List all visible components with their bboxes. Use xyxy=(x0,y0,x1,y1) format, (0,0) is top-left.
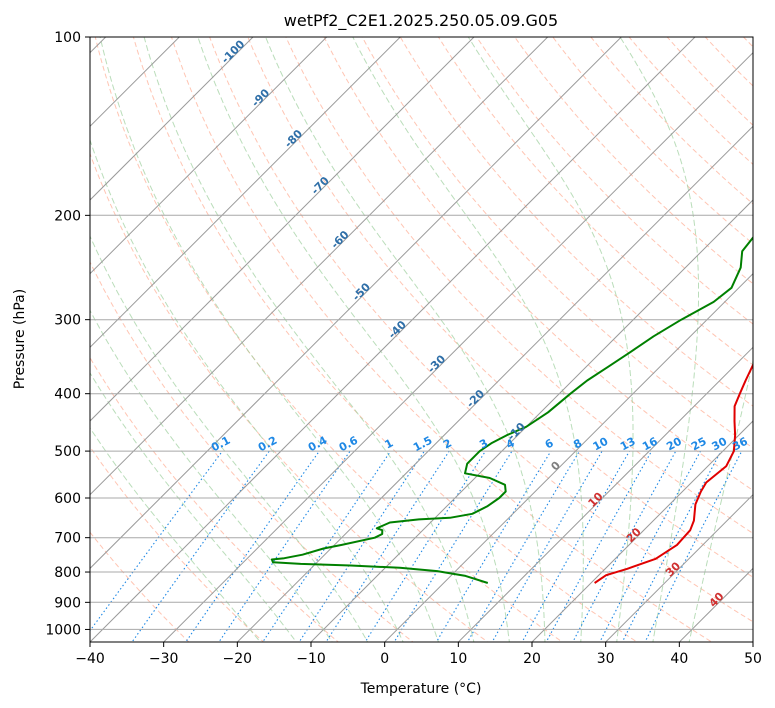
isotherm-line xyxy=(531,420,753,642)
mixing-ratio-label: 36 xyxy=(730,435,750,454)
dry-adiabat-line xyxy=(132,37,638,642)
mixing-ratio-label: 20 xyxy=(664,435,684,454)
dry-adiabat-line xyxy=(170,37,713,642)
isotherm-line xyxy=(90,37,696,642)
x-tick-label: 40 xyxy=(670,651,688,667)
x-tick-label: −10 xyxy=(296,651,326,667)
x-tick-label: −40 xyxy=(75,651,105,667)
dry-adiabat-line xyxy=(437,37,753,366)
x-tick-label: 0 xyxy=(380,651,389,667)
isotherm-line xyxy=(90,37,254,201)
x-tick-label: −20 xyxy=(223,651,253,667)
y-axis-title: Pressure (hPa) xyxy=(12,289,28,389)
dry-adiabat-line xyxy=(90,356,340,642)
isotherm-line xyxy=(457,346,753,642)
x-tick-label: 50 xyxy=(744,651,762,667)
dry-adiabat-line xyxy=(285,37,753,535)
plot-frame xyxy=(89,36,754,643)
isotherm-line xyxy=(604,493,753,642)
isotherm-line xyxy=(162,51,753,642)
isotherm-line xyxy=(310,199,753,642)
y-tick-label: 100 xyxy=(54,30,81,46)
chart-title: wetPf2_C2E1.2025.250.05.09.G05 xyxy=(284,11,558,31)
dry-adiabat-line xyxy=(90,446,265,642)
dry-adiabat-line xyxy=(399,37,753,407)
y-tick-label: 200 xyxy=(54,208,81,224)
dry-adiabat-line xyxy=(209,37,753,623)
dry-adiabat-line xyxy=(247,37,753,578)
isotherm-line xyxy=(236,125,753,642)
isotherm-line xyxy=(90,37,328,275)
mixing-ratio-label: 16 xyxy=(640,435,660,454)
mixing-ratio-label: 25 xyxy=(689,435,709,454)
y-tick-label: 700 xyxy=(54,531,81,547)
y-tick-label: 400 xyxy=(54,387,81,403)
dewpoint-profile-line xyxy=(270,236,753,584)
y-tick-label: 600 xyxy=(54,491,81,507)
x-tick-label: −30 xyxy=(149,651,179,667)
mixing-ratio-label: 30 xyxy=(710,435,730,454)
x-tick-label: 10 xyxy=(449,651,467,667)
y-tick-label: 1000 xyxy=(45,622,81,638)
y-tick-label: 300 xyxy=(54,313,81,329)
dry-adiabat-line xyxy=(90,260,414,642)
x-tick-label: 30 xyxy=(597,651,615,667)
y-tick-label: 800 xyxy=(54,565,81,581)
dry-adiabat-line xyxy=(323,37,753,491)
dry-adiabat-line xyxy=(94,37,564,642)
mixing-ratio-label: 10 xyxy=(591,435,611,454)
y-tick-label: 500 xyxy=(54,444,81,460)
isotherm-line xyxy=(383,272,753,642)
dry-adiabat-line xyxy=(90,531,190,642)
isotherm-line xyxy=(90,37,402,349)
isotherm-line xyxy=(90,37,623,570)
isotherm-line xyxy=(90,37,549,496)
isotherm-line xyxy=(90,37,475,422)
mixing-ratio-label: 13 xyxy=(618,435,638,454)
y-tick-label: 900 xyxy=(54,595,81,611)
x-axis-title: Temperature (°C) xyxy=(360,681,482,697)
x-tick-label: 20 xyxy=(523,651,541,667)
temperature-profile-line xyxy=(594,362,753,584)
